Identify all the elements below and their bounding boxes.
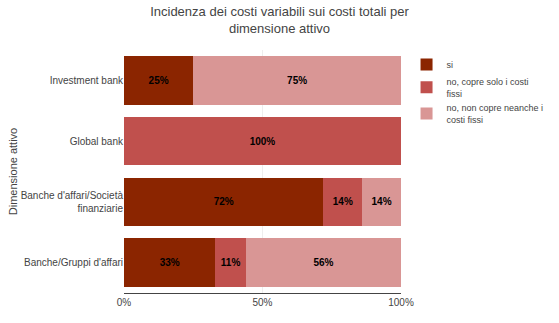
svg-text:Global bank: Global bank — [70, 136, 124, 147]
svg-text:0%: 0% — [117, 297, 132, 308]
svg-text:no, non copre neanche icosti f: no, non copre neanche icosti fissi — [447, 103, 544, 125]
svg-text:si: si — [447, 60, 454, 70]
svg-text:75%: 75% — [287, 75, 307, 86]
svg-text:14%: 14% — [372, 196, 392, 207]
svg-text:72%: 72% — [214, 196, 234, 207]
svg-text:Banche/Gruppi d'affari: Banche/Gruppi d'affari — [24, 257, 123, 268]
svg-text:Banche d'affari/Societàfinanzi: Banche d'affari/Societàfinanziarie — [21, 190, 124, 214]
svg-text:11%: 11% — [221, 257, 241, 268]
svg-text:56%: 56% — [313, 257, 333, 268]
svg-text:50%: 50% — [252, 297, 272, 308]
svg-text:25%: 25% — [149, 75, 169, 86]
svg-text:no, copre solo i costifissi: no, copre solo i costifissi — [447, 77, 529, 99]
svg-text:100%: 100% — [388, 297, 414, 308]
svg-text:14%: 14% — [333, 196, 353, 207]
svg-text:Dimensione attivo: Dimensione attivo — [7, 128, 19, 215]
svg-text:Investment bank: Investment bank — [50, 75, 124, 86]
svg-text:100%: 100% — [250, 136, 276, 147]
svg-text:33%: 33% — [160, 257, 180, 268]
svg-text:Incidenza dei costi variabili: Incidenza dei costi variabili sui costi … — [150, 4, 409, 36]
